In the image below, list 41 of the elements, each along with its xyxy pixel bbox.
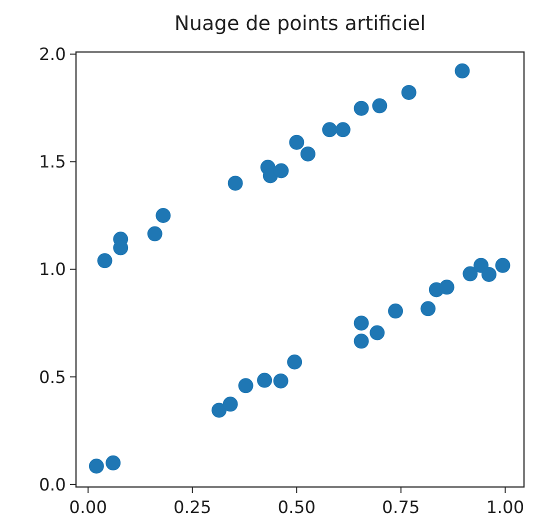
y-tick-label: 1.0 — [38, 260, 66, 280]
point — [388, 304, 404, 319]
point — [287, 354, 302, 370]
x-tick-label: 0.25 — [173, 498, 212, 518]
point — [401, 84, 416, 100]
point — [97, 253, 112, 268]
point — [335, 122, 350, 138]
y-tick-label: 1.5 — [38, 152, 66, 173]
point — [106, 455, 121, 470]
point — [273, 373, 288, 388]
point — [481, 266, 496, 282]
point — [372, 98, 388, 114]
x-tick-label: 1.00 — [486, 498, 524, 518]
point — [454, 63, 470, 78]
point — [495, 258, 510, 273]
x-tick-label: 0.50 — [278, 498, 316, 518]
point — [238, 378, 254, 394]
y-tick-label: 0.5 — [38, 368, 66, 388]
point — [147, 226, 162, 242]
point — [257, 372, 272, 388]
point — [420, 301, 436, 316]
point — [439, 280, 454, 295]
y-tick-label: 2.0 — [38, 45, 66, 66]
point — [222, 396, 238, 412]
point — [274, 163, 289, 178]
point — [300, 146, 316, 162]
chart-title: Nuage de points artificiel — [174, 11, 426, 35]
y-tick-label: 0.0 — [38, 475, 66, 496]
point — [354, 100, 369, 116]
point — [212, 402, 227, 418]
point — [88, 458, 104, 474]
point — [354, 334, 369, 349]
x-tick-label: 0.75 — [382, 498, 420, 518]
x-tick-label: 0.00 — [69, 498, 108, 518]
point — [289, 134, 304, 150]
point — [156, 208, 171, 223]
point — [354, 316, 369, 331]
point — [322, 122, 338, 138]
point — [228, 176, 243, 191]
point — [462, 266, 478, 282]
point — [370, 325, 385, 340]
